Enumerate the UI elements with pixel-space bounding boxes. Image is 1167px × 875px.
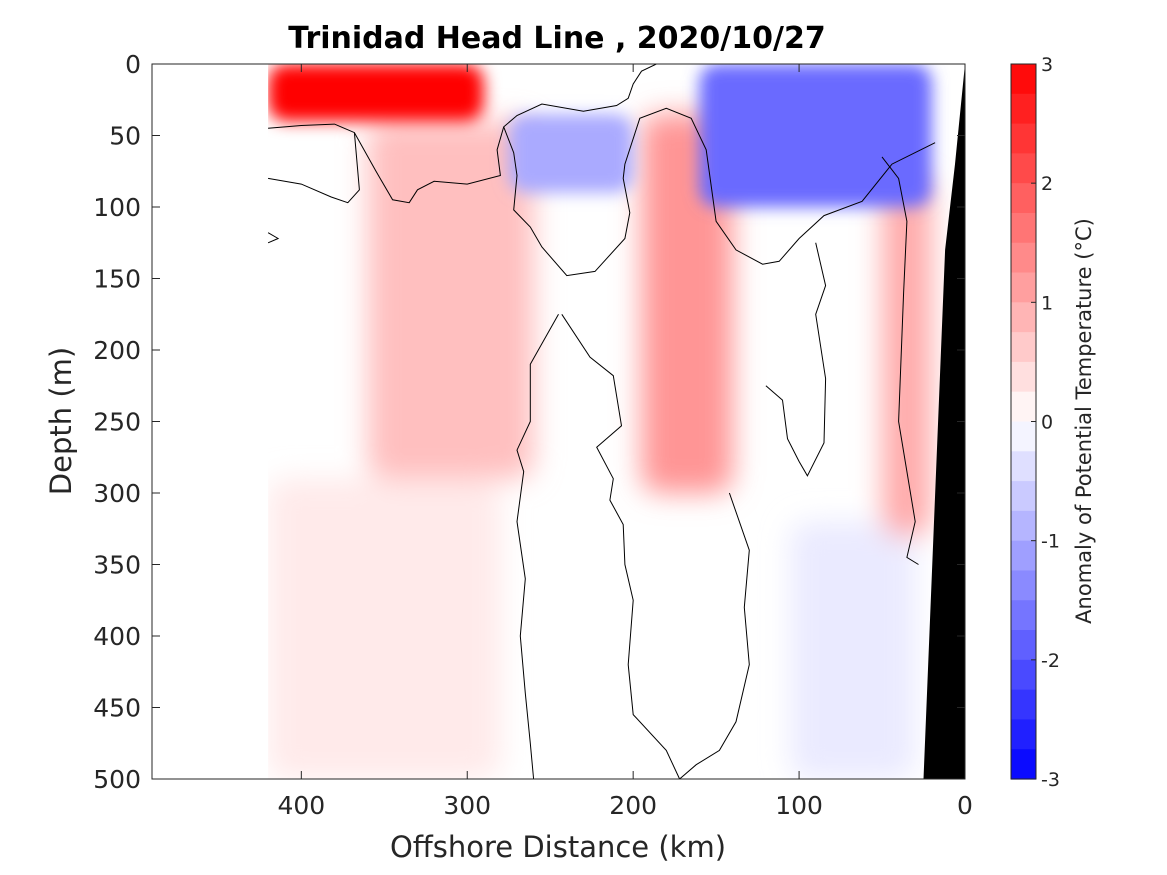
anomaly-patch-1 <box>268 64 484 122</box>
y-tick-label: 150 <box>93 265 141 294</box>
colorbar-swatch <box>1011 421 1036 452</box>
y-tick-label: 500 <box>93 765 141 794</box>
anomaly-patch-5 <box>641 114 733 494</box>
x-axis-label: Offshore Distance (km) <box>390 830 726 864</box>
zero-contour-lines <box>267 64 936 779</box>
anomaly-patch-7 <box>790 521 916 779</box>
colorbar-swatch <box>1011 481 1036 512</box>
y-tick-label: 0 <box>125 50 141 79</box>
y-tick-label: 450 <box>93 694 141 723</box>
colorbar-swatch <box>1011 302 1036 333</box>
colorbar-swatch <box>1011 600 1036 631</box>
y-tick-label: 400 <box>93 622 141 651</box>
zero-contour-8 <box>881 156 919 565</box>
colorbar-swatch <box>1011 659 1036 691</box>
colorbar-tick-label: 0 <box>1041 412 1053 434</box>
colorbar-swatch <box>1011 64 1036 95</box>
y-tick-label: 300 <box>93 479 141 508</box>
anomaly-field <box>152 64 932 779</box>
colorbar-swatch <box>1011 123 1036 154</box>
colorbar-tick-label: -2 <box>1041 650 1060 672</box>
colorbar-tick-label: -3 <box>1041 769 1060 791</box>
anomaly-patch-8 <box>882 178 932 536</box>
colorbar-swatch <box>1011 451 1036 482</box>
x-tick-label: 0 <box>957 791 973 820</box>
y-tick-label: 250 <box>93 408 141 437</box>
colorbar-swatch <box>1011 332 1036 363</box>
colorbar-label: Anomaly of Potential Temperature (°C) <box>1072 218 1096 624</box>
colorbar-swatch <box>1011 719 1036 750</box>
colorbar-swatch <box>1011 391 1036 423</box>
colorbar: 3 2 1 0 -1 -2 -3 <box>1010 54 1060 791</box>
anomaly-patch-4 <box>508 114 634 193</box>
colorbar-swatch <box>1011 749 1036 780</box>
chart-title: Trinidad Head Line , 2020/10/27 <box>288 21 825 56</box>
zero-contour-4 <box>268 132 360 204</box>
x-tick-label: 400 <box>277 791 325 820</box>
zero-contour-6 <box>561 314 750 779</box>
zero-contour-3 <box>624 107 936 265</box>
no-data-region <box>152 64 269 779</box>
x-tick-label: 200 <box>609 791 657 820</box>
colorbar-swatch <box>1011 689 1036 721</box>
colorbar-swatch <box>1011 540 1036 572</box>
colorbar-swatch <box>1011 212 1036 244</box>
colorbar-swatch <box>1011 93 1036 125</box>
x-tick-label: 100 <box>775 791 823 820</box>
zero-contour-7 <box>765 242 827 477</box>
colorbar-swatch <box>1011 242 1036 274</box>
zero-contour-2 <box>503 126 631 277</box>
anomaly-patch-6 <box>699 64 932 207</box>
anomaly-patch-3 <box>268 478 501 779</box>
y-tick-label: 50 <box>109 122 141 151</box>
anomaly-patch-2 <box>367 121 534 479</box>
y-tick-label: 200 <box>93 336 141 365</box>
colorbar-swatch <box>1011 510 1036 542</box>
zero-contour-1 <box>268 64 657 204</box>
colorbar-swatch <box>1011 630 1036 661</box>
colorbar-swatch <box>1011 570 1036 601</box>
colorbar-swatch <box>1011 153 1036 184</box>
seafloor-mask <box>923 64 965 779</box>
y-axis-ticks: 0 50 100 150 200 250 300 350 400 450 500 <box>93 50 965 794</box>
x-tick-label: 300 <box>443 791 491 820</box>
y-tick-label: 100 <box>93 193 141 222</box>
colorbar-swatch <box>1011 183 1036 214</box>
colorbar-tick-label: 2 <box>1041 173 1053 195</box>
y-axis-label: Depth (m) <box>44 347 78 495</box>
zero-contour-9 <box>516 314 559 779</box>
y-tick-label: 350 <box>93 551 141 580</box>
zero-contour-5 <box>267 232 280 244</box>
colorbar-tick-label: -1 <box>1041 531 1060 553</box>
colorbar-swatch <box>1011 361 1036 393</box>
x-axis-ticks: 400 300 200 100 0 <box>277 64 973 820</box>
colorbar-swatch <box>1011 272 1036 303</box>
colorbar-tick-label: 3 <box>1041 54 1053 76</box>
colorbar-tick-label: 1 <box>1041 292 1053 314</box>
